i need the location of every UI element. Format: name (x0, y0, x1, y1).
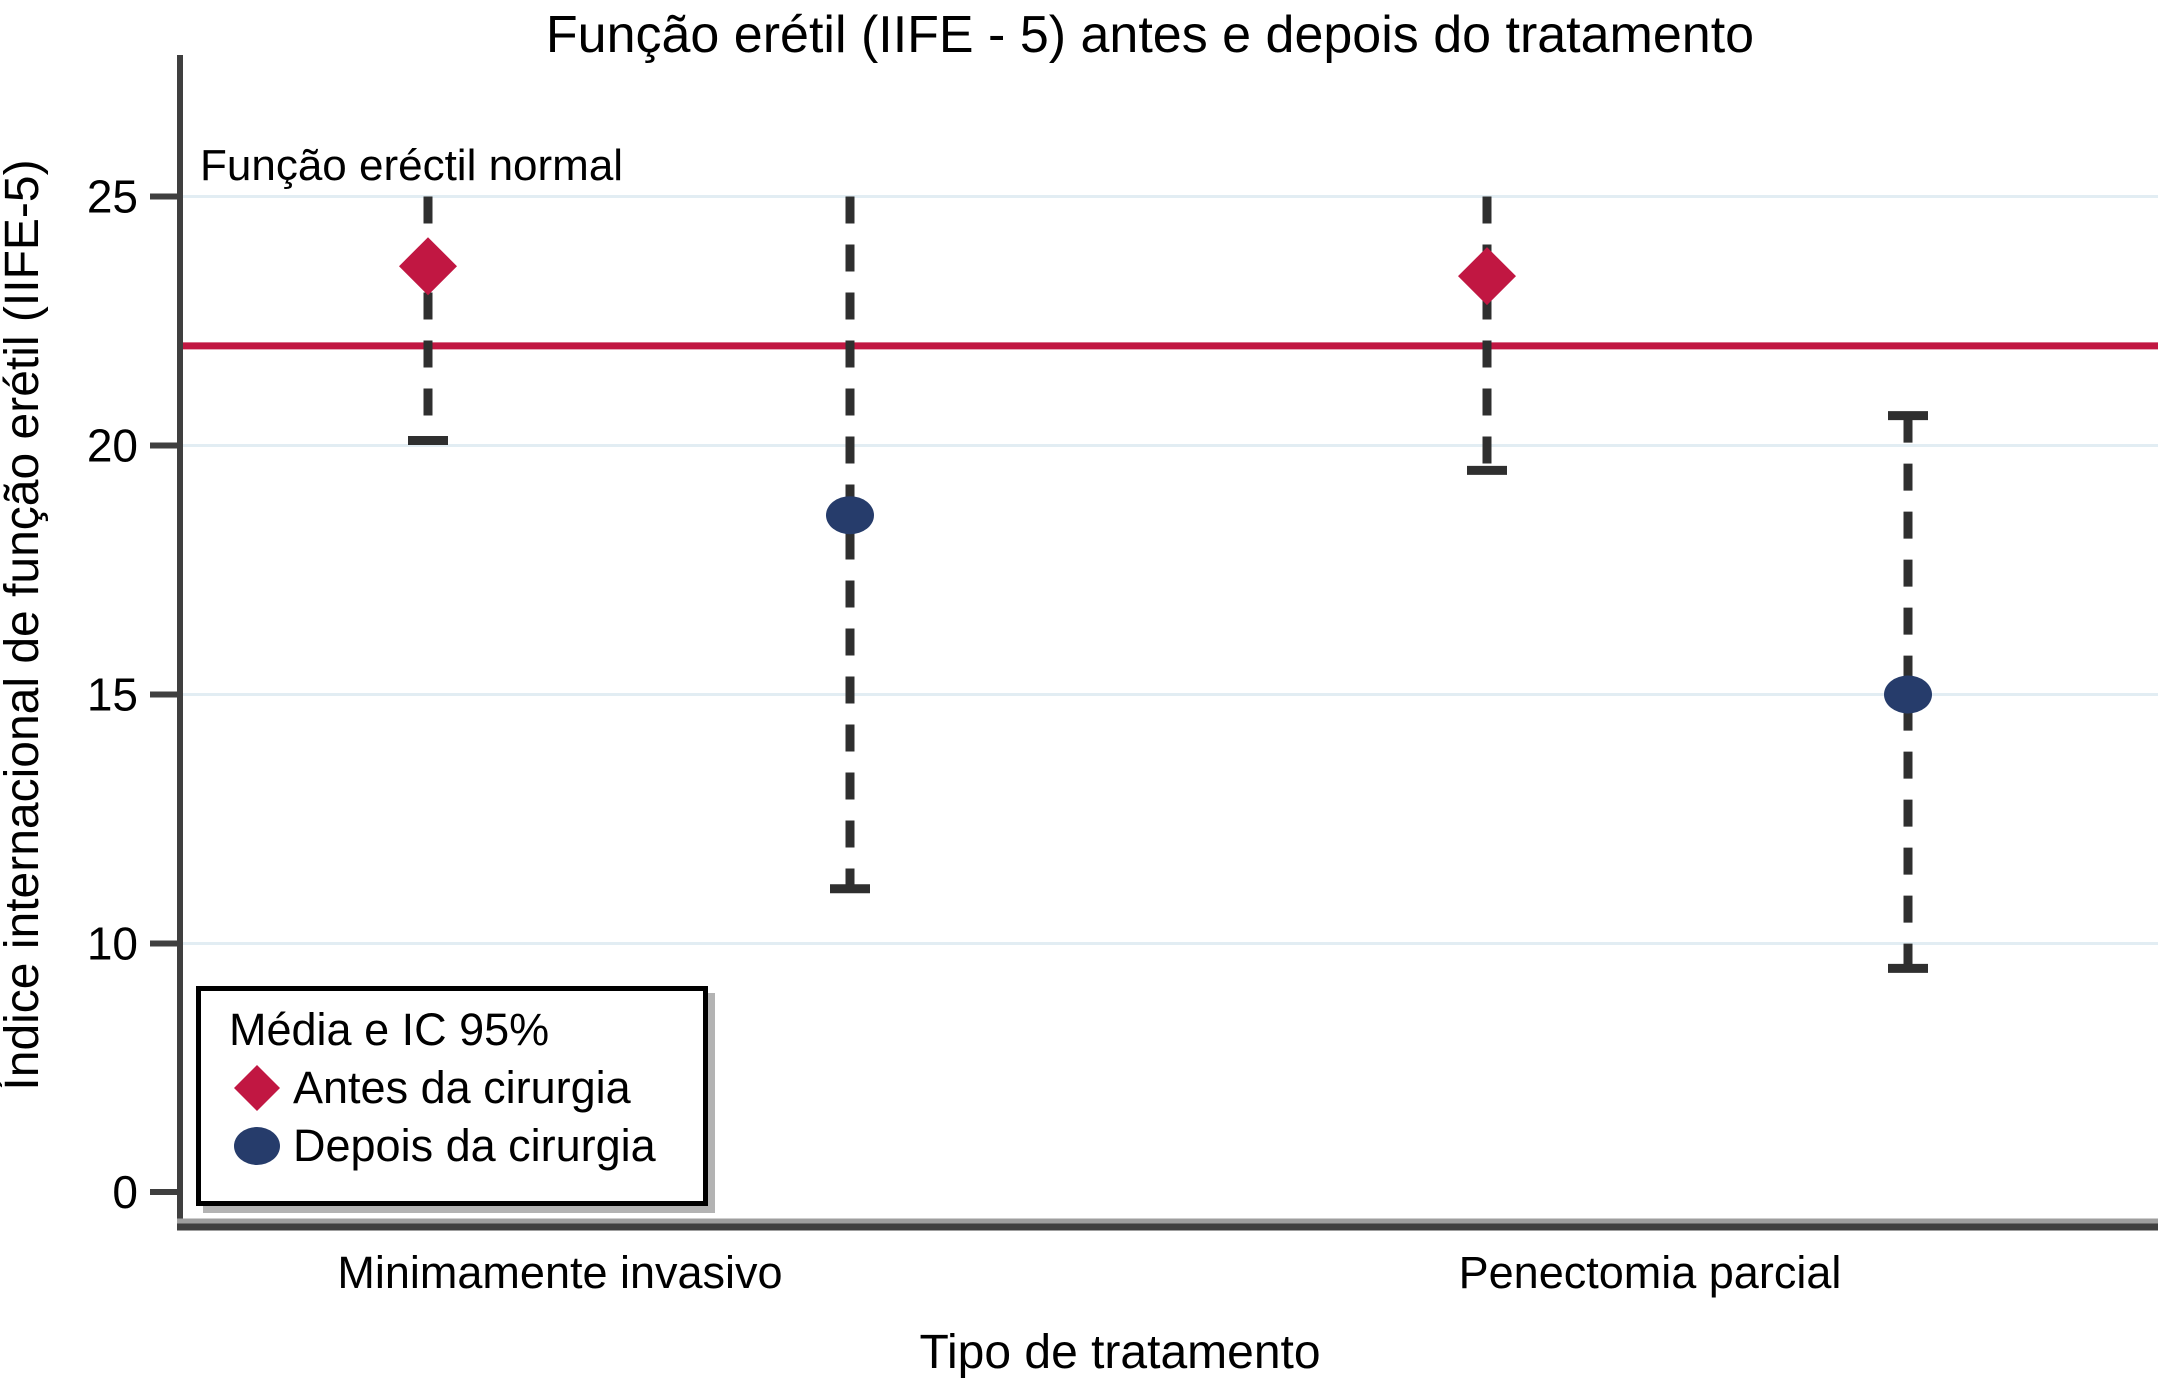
y-tick-label-25: 25 (87, 171, 138, 223)
x-category-label-0: Minimamente invasivo (337, 1247, 782, 1298)
legend-label-after: Depois da cirurgia (293, 1120, 656, 1171)
y-ticks-layer: 0 10 15 20 25 (87, 171, 180, 1218)
circle-icon (234, 1127, 280, 1165)
diamond-icon (234, 1065, 280, 1111)
normal-function-annotation: Função eréctil normal (200, 141, 623, 190)
x-category-labels-layer: Minimamente invasivo Penectomia parcial (337, 1247, 1841, 1298)
y-tick-label-15: 15 (87, 669, 138, 721)
y-tick-label-10: 10 (87, 918, 138, 970)
diamond-marker-1 (1458, 247, 1516, 306)
chart-title: Função erétil (IIFE - 5) antes e depois … (546, 6, 1754, 64)
legend-title: Média e IC 95% (229, 1004, 550, 1055)
legend-label-before: Antes da cirurgia (293, 1062, 631, 1113)
circle-marker-0 (826, 496, 874, 535)
y-axis-title: Índice internacional de função erétil (I… (0, 159, 49, 1090)
y-tick-label-20: 20 (87, 420, 138, 472)
gridlines-layer (180, 195, 2158, 945)
legend-entry-before: Antes da cirurgia (229, 1059, 703, 1117)
x-category-label-1: Penectomia parcial (1459, 1247, 1842, 1298)
x-axis-title: Tipo de tratamento (919, 1326, 1320, 1379)
legend-box: Média e IC 95% Antes da cirurgia Depois … (196, 986, 708, 1206)
legend-entry-after: Depois da cirurgia (229, 1117, 703, 1175)
series-layer (399, 196, 1932, 973)
circle-marker-1 (1884, 675, 1932, 714)
diamond-marker-0 (399, 237, 457, 296)
y-tick-label-0: 0 (112, 1166, 138, 1218)
